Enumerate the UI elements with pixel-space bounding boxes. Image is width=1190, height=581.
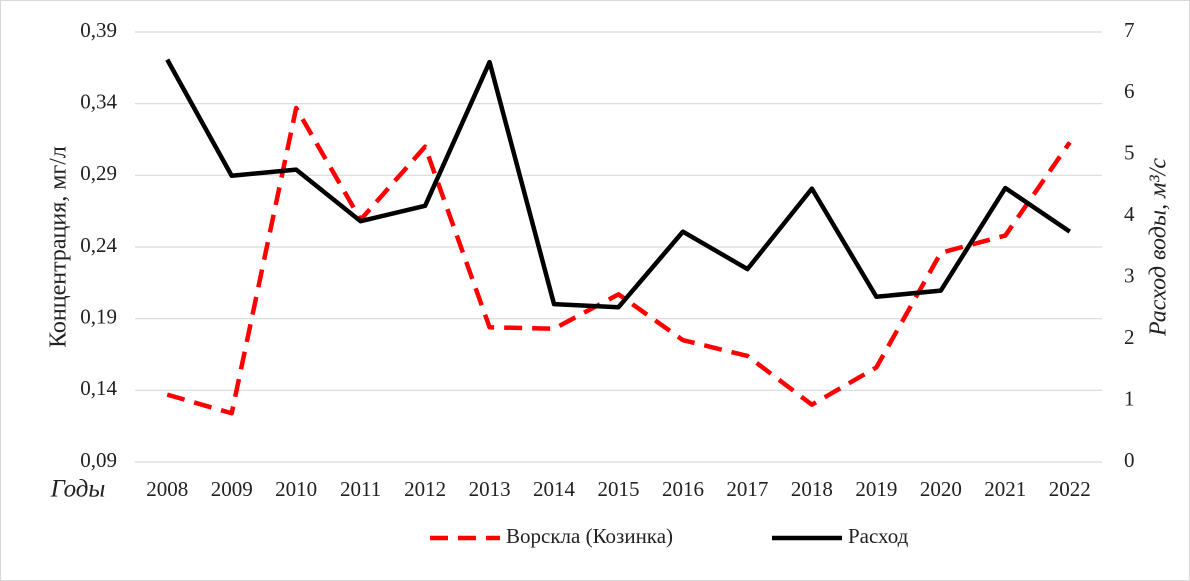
y-tick-label: 0,14: [80, 376, 117, 400]
y-tick-label: 0,39: [80, 18, 117, 42]
legend-label: Ворскла (Козинка): [506, 524, 673, 548]
y-tick-label: 0,29: [80, 161, 117, 185]
x-tick-label: 2014: [533, 477, 576, 501]
y2-tick-label: 0: [1124, 448, 1135, 472]
y2-tick-label: 4: [1124, 202, 1135, 226]
y2-tick-label: 3: [1124, 264, 1135, 288]
y-tick-label: 0,34: [80, 89, 117, 113]
legend-label: Расход: [848, 524, 909, 548]
y2-tick-label: 5: [1124, 141, 1135, 165]
x-tick-label: 2008: [146, 477, 188, 501]
x-tick-label: 2015: [598, 477, 640, 501]
x-tick-label: 2012: [404, 477, 446, 501]
x-tick-label: 2021: [984, 477, 1026, 501]
y2-tick-label: 6: [1124, 79, 1135, 103]
y2-tick-label: 1: [1124, 386, 1135, 410]
x-tick-label: 2009: [211, 477, 253, 501]
y-axis-label: Концентрация, мг/л: [46, 146, 72, 348]
series-line: [165, 58, 1072, 310]
y2-tick-label: 2: [1124, 325, 1135, 349]
y-tick-label: 0,19: [80, 304, 117, 328]
y2-tick-label: 7: [1124, 18, 1135, 42]
x-tick-label: 2020: [920, 477, 962, 501]
x-tick-label: 2022: [1049, 477, 1091, 501]
x-tick-label: 2010: [275, 477, 317, 501]
y-tick-label: 0,24: [80, 233, 117, 257]
x-tick-label: 2016: [662, 477, 704, 501]
x-tick-label: 2019: [855, 477, 897, 501]
y-tick-label: 0,09: [80, 448, 117, 472]
y2-axis-label: Расход воды, м³/с: [1146, 158, 1172, 337]
x-tick-label: 2011: [340, 477, 381, 501]
x-tick-label: 2013: [469, 477, 511, 501]
x-axis-label: Годы: [50, 476, 106, 503]
x-tick-label: 2017: [726, 477, 768, 501]
x-tick-label: 2018: [791, 477, 833, 501]
